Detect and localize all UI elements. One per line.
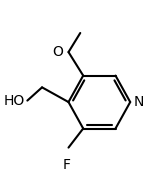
Text: HO: HO: [3, 94, 24, 108]
Text: F: F: [63, 158, 71, 172]
Text: O: O: [52, 45, 63, 59]
Text: N: N: [134, 95, 144, 109]
